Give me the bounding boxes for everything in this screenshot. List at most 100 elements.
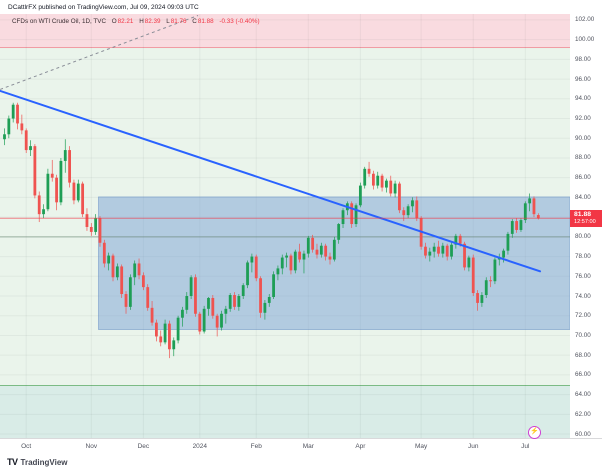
- candle-body: [133, 263, 137, 278]
- candle-body: [29, 146, 32, 151]
- consolidation-box: [98, 196, 571, 330]
- high-value: 82.39: [144, 18, 161, 25]
- candle-body: [510, 221, 514, 234]
- candle-body: [81, 183, 85, 215]
- publish-header: DCattlrFX published on TradingView.com, …: [8, 4, 199, 11]
- candle-body: [380, 175, 384, 188]
- candle-body: [428, 251, 432, 256]
- candle-body: [172, 340, 176, 350]
- candle-body: [484, 280, 488, 296]
- candle-body: [324, 245, 328, 257]
- candle-body: [115, 266, 119, 278]
- candle-body: [376, 175, 380, 186]
- candle-body: [207, 297, 210, 309]
- candle-body: [146, 287, 150, 308]
- candle-body: [289, 255, 293, 271]
- candle-body: [111, 255, 115, 278]
- candle-body: [163, 323, 167, 343]
- x-axis-label: Jun: [467, 443, 479, 450]
- tradingview-logo-text: TradingView: [20, 457, 68, 467]
- candle-body: [20, 123, 24, 131]
- candle-body: [489, 280, 492, 282]
- candle-body: [189, 277, 193, 297]
- candle-body: [285, 255, 288, 258]
- y-axis-label: 66.00: [575, 371, 591, 379]
- y-axis-label: 100.00: [575, 36, 595, 44]
- candle-body: [241, 285, 245, 297]
- candle-body: [393, 183, 397, 194]
- candle-body: [467, 257, 471, 268]
- candle-body: [515, 221, 519, 230]
- x-axis-label: Dec: [137, 443, 150, 450]
- candle-body: [358, 185, 362, 206]
- candle-body: [3, 134, 6, 140]
- candle-body: [263, 302, 267, 313]
- candle-body: [519, 220, 523, 230]
- candle-body: [63, 150, 67, 161]
- candle-body: [228, 295, 232, 309]
- open-value: 82.21: [117, 18, 134, 25]
- candle-body: [11, 104, 15, 119]
- candle-body: [124, 294, 128, 307]
- y-axis-label: 86.00: [575, 174, 591, 182]
- candle-body: [350, 203, 354, 225]
- candle-body: [85, 214, 89, 227]
- y-axis-label: 84.00: [575, 193, 591, 201]
- candle-body: [168, 323, 171, 350]
- candle-body: [458, 235, 462, 244]
- y-axis-label: 102.00: [575, 16, 595, 24]
- candle-body: [389, 180, 393, 194]
- symbol-legend: CFDs on WTI Crude Oil, 1D, TVC O82.21 H8…: [12, 18, 260, 25]
- candle-body: [233, 295, 236, 307]
- candle-body: [280, 257, 284, 269]
- x-axis-label: Feb: [250, 443, 262, 450]
- time-axis: Oct Nov Dec 2024 Feb Mar Apr May Jun Jul: [0, 438, 602, 455]
- candle-body: [415, 200, 419, 219]
- candle-body: [463, 243, 466, 268]
- candle-body: [16, 104, 19, 124]
- candle-body: [211, 297, 215, 316]
- tradingview-logo-mark: TV: [7, 457, 18, 467]
- candle-body: [7, 118, 11, 135]
- x-axis-label: Mar: [302, 443, 314, 450]
- candle-body: [259, 278, 262, 313]
- candle-body: [450, 244, 453, 257]
- candle-body: [276, 268, 280, 275]
- y-axis-label: 98.00: [575, 55, 591, 63]
- candle-body: [315, 249, 319, 255]
- y-axis-label: 94.00: [575, 95, 591, 103]
- candle-body: [246, 262, 249, 286]
- candle-body: [432, 246, 436, 252]
- last-price-time: 12:57:00: [574, 218, 596, 225]
- candle-body: [24, 130, 28, 151]
- candle-body: [502, 250, 505, 258]
- candle-body: [150, 307, 154, 323]
- candle-body: [523, 203, 527, 221]
- candle-body: [137, 263, 141, 276]
- candle-body: [372, 173, 375, 186]
- x-axis-label: Jul: [521, 443, 530, 450]
- flash-icon[interactable]: ⚡: [528, 426, 541, 439]
- downtrend-line: [0, 89, 542, 273]
- candle-body: [272, 274, 275, 297]
- candle-body: [128, 277, 132, 307]
- candle-body: [332, 239, 336, 260]
- candle-body: [141, 275, 145, 288]
- candle-body: [94, 218, 98, 232]
- candle-body: [237, 296, 241, 307]
- y-axis-label: 70.00: [575, 331, 591, 339]
- y-axis-label: 90.00: [575, 134, 591, 142]
- x-axis-label: Nov: [85, 443, 98, 450]
- candle-body: [98, 218, 102, 243]
- candle-body: [532, 198, 536, 215]
- candle-body: [493, 259, 497, 282]
- candle-body: [411, 200, 414, 207]
- candle-body: [424, 246, 427, 256]
- low-label: L: [166, 18, 170, 25]
- candle-body: [354, 205, 358, 225]
- tradingview-logo[interactable]: TV TradingView: [7, 457, 68, 467]
- close-label: C: [192, 18, 197, 25]
- candle-body: [198, 313, 202, 332]
